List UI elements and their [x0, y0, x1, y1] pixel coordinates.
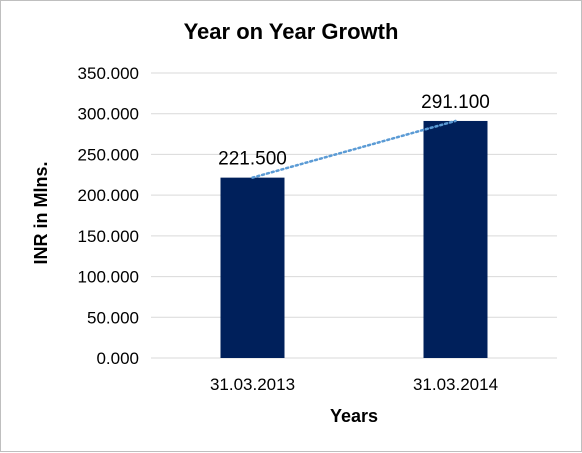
x-tick-label: 31.03.2013	[210, 375, 295, 394]
gridlines	[151, 72, 557, 359]
y-tick-label: 250.000	[78, 145, 139, 164]
y-tick-label: 300.000	[78, 105, 139, 124]
y-tick-label: 0.000	[96, 349, 139, 368]
y-tick-label: 100.000	[78, 268, 139, 287]
y-tick-label: 350.000	[78, 64, 139, 83]
y-tick-label: 200.000	[78, 186, 139, 205]
bar	[423, 120, 488, 358]
x-axis-title: Years	[330, 406, 378, 426]
x-tick-label: 31.03.2014	[413, 375, 498, 394]
y-tick-label: 150.000	[78, 227, 139, 246]
y-tick-label: 50.000	[87, 308, 139, 327]
y-axis-ticks: 0.000 50.000 100.000 150.000 200.000 250.000 3…	[78, 64, 139, 368]
bars	[220, 120, 488, 358]
data-label: 221.500	[218, 149, 287, 170]
x-axis-ticks: 31.03.2013 31.03.2014	[210, 375, 498, 394]
data-labels: 221.500 291.100	[218, 92, 490, 170]
y-axis-title: INR in Mlns.	[31, 162, 51, 265]
data-label: 291.100	[421, 92, 490, 113]
bar	[220, 177, 285, 358]
trendline	[251, 119, 457, 179]
chart-title: Year on Year Growth	[184, 19, 399, 44]
trendline-group	[251, 119, 457, 179]
